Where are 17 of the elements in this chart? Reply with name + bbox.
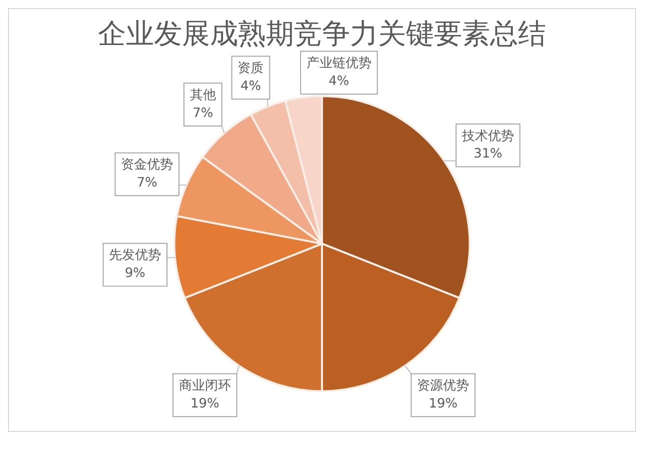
slice-label: 资金优势 (121, 158, 174, 173)
data-label: 4% (240, 79, 261, 94)
slice-label: 先发优势 (109, 248, 162, 264)
data-label: 4% (328, 74, 350, 90)
data-label: 31% (474, 146, 502, 162)
chart-title: 企业发展成熟期竞争力关键要素总结 (98, 16, 546, 50)
slice-label: 资质 (238, 61, 264, 76)
data-label: 19% (428, 396, 458, 412)
slice-label: 其他 (190, 88, 216, 103)
slice-label: 技术优势 (460, 128, 514, 144)
data-label: 7% (136, 176, 158, 191)
data-label: 7% (192, 106, 214, 121)
data-label: 19% (190, 396, 220, 412)
slice-label: 产业链优势 (306, 56, 372, 72)
slice-label: 商业闭环 (178, 378, 231, 394)
data-label: 9% (124, 266, 146, 282)
slice-label: 资源优势 (417, 378, 470, 394)
